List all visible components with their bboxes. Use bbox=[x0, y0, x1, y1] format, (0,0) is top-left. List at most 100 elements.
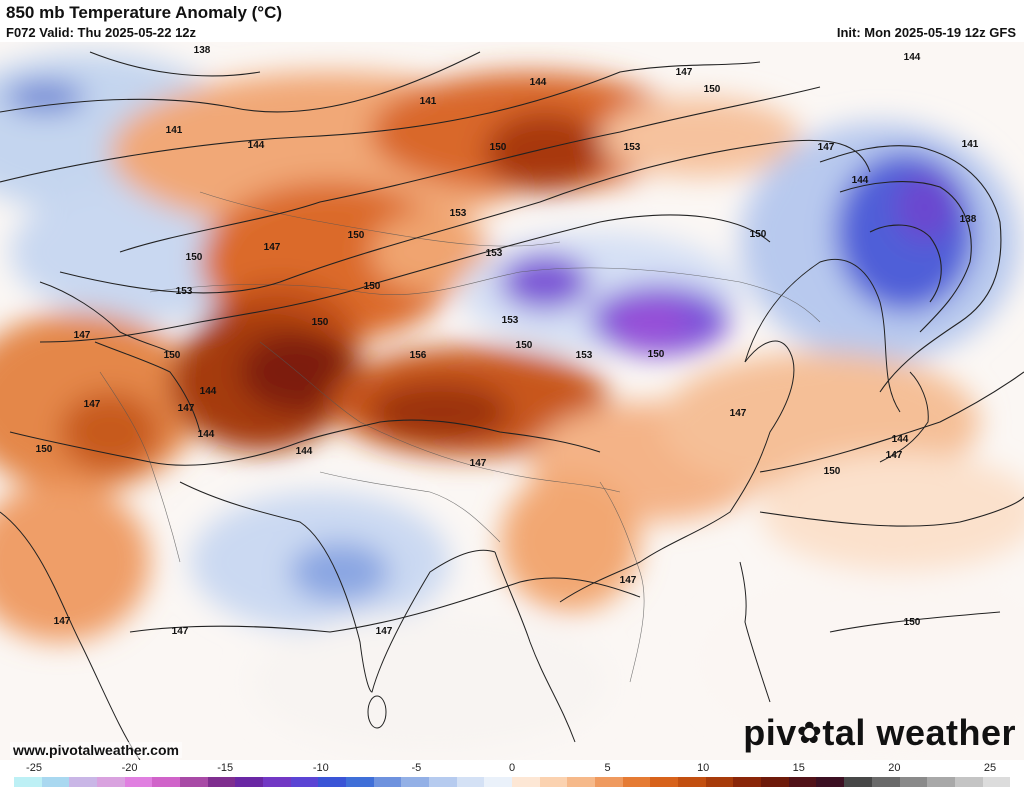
contour-label: 150 bbox=[186, 252, 203, 263]
colorbar-swatch bbox=[97, 777, 125, 787]
colorbar-tick-label: 15 bbox=[792, 762, 805, 774]
colorbar: -25 -20 -15 -10 -5 0 5 10 15 20 25 bbox=[0, 760, 1024, 791]
map-canvas: 138 141 141 144 147 150 144 150 153 147 … bbox=[0, 42, 1024, 760]
contour-label: 150 bbox=[904, 617, 921, 628]
contour-label: 153 bbox=[576, 350, 593, 361]
contour-label: 141 bbox=[166, 125, 183, 136]
contour-label: 144 bbox=[198, 429, 215, 440]
colorbar-swatch bbox=[41, 777, 70, 787]
colorbar-swatch bbox=[235, 777, 264, 787]
contour-label: 150 bbox=[704, 84, 721, 95]
colorbar-swatch bbox=[567, 777, 596, 787]
colorbar-tick-label: 0 bbox=[508, 762, 516, 774]
contour-label: 147 bbox=[620, 575, 637, 586]
contour-label: 147 bbox=[264, 242, 281, 253]
contour-label: 156 bbox=[410, 350, 427, 361]
contour-label: 153 bbox=[450, 208, 467, 219]
map-title: 850 mb Temperature Anomaly (°C) bbox=[6, 3, 283, 22]
colorbar-swatch bbox=[982, 777, 1011, 787]
colorbar-tick-label: -10 bbox=[312, 762, 329, 774]
colorbar-swatch bbox=[539, 777, 568, 787]
contour-label: 147 bbox=[74, 330, 91, 341]
contour-label: 153 bbox=[502, 315, 519, 326]
contour-label: 141 bbox=[420, 96, 437, 107]
colorbar-swatch bbox=[871, 777, 900, 787]
model-init-time: Init: Mon 2025-05-19 12z GFS bbox=[836, 25, 1016, 40]
colorbar-tick-label: 5 bbox=[604, 762, 611, 774]
colorbar-swatch bbox=[512, 777, 540, 787]
contour-label: 150 bbox=[824, 466, 841, 477]
contour-label: 144 bbox=[892, 434, 909, 445]
contour-label: 150 bbox=[364, 281, 381, 292]
contour-label: 147 bbox=[886, 450, 903, 461]
contour-label: 150 bbox=[750, 229, 767, 240]
height-contours bbox=[0, 51, 1024, 633]
colorbar-swatch bbox=[761, 777, 789, 787]
colorbar-tick-label: -20 bbox=[121, 762, 138, 774]
brand-text-right: tal weather bbox=[822, 712, 1016, 753]
contour-label: 150 bbox=[348, 230, 365, 241]
contour-label: 144 bbox=[904, 52, 921, 63]
contour-label: 144 bbox=[530, 77, 547, 88]
contour-label: 147 bbox=[54, 616, 71, 627]
colorbar-swatch bbox=[927, 777, 955, 787]
contour-label: 150 bbox=[648, 349, 665, 360]
contour-label: 147 bbox=[730, 408, 747, 419]
contour-label: 147 bbox=[470, 458, 487, 469]
colorbar-swatch bbox=[622, 777, 651, 787]
colorbar-swatch bbox=[484, 777, 513, 787]
colorbar-ticks: -25 -20 -15 -10 -5 0 5 10 15 20 25 bbox=[0, 762, 1024, 776]
colorbar-swatch bbox=[650, 777, 679, 787]
colorbar-tick-label: -25 bbox=[26, 762, 42, 774]
contour-label: 153 bbox=[624, 142, 641, 153]
colorbar-swatch bbox=[346, 777, 374, 787]
contour-label: 144 bbox=[296, 446, 313, 457]
contour-label: 147 bbox=[376, 626, 393, 637]
colorbar-swatch bbox=[152, 777, 181, 787]
contour-label: 150 bbox=[36, 444, 53, 455]
colorbar-swatch bbox=[456, 777, 485, 787]
contour-label: 150 bbox=[490, 142, 507, 153]
contour-label: 147 bbox=[818, 142, 835, 153]
colorbar-swatch bbox=[844, 777, 872, 787]
contour-label: 150 bbox=[164, 350, 181, 361]
colorbar-swatch bbox=[401, 777, 430, 787]
colorbar-swatch bbox=[263, 777, 291, 787]
colorbar-swatch bbox=[788, 777, 817, 787]
contour-label: 141 bbox=[962, 139, 979, 150]
gear-icon: ✿ bbox=[796, 717, 823, 750]
site-url[interactable]: www.pivotalweather.com bbox=[10, 742, 182, 758]
colorbar-swatch bbox=[290, 777, 319, 787]
colorbar-swatch bbox=[207, 777, 236, 787]
colorbar-swatch bbox=[816, 777, 845, 787]
colorbar-swatch bbox=[124, 777, 153, 787]
colorbar-swatches bbox=[14, 777, 1011, 787]
anomaly-shading bbox=[0, 52, 1024, 752]
forecast-valid-time: F072 Valid: Thu 2025-05-22 12z bbox=[6, 25, 197, 40]
contour-label: 138 bbox=[960, 214, 977, 225]
colorbar-swatch bbox=[954, 777, 983, 787]
colorbar-swatch bbox=[373, 777, 402, 787]
contour-label: 144 bbox=[248, 140, 265, 151]
contour-label: 153 bbox=[486, 248, 503, 259]
contour-label-group: 138 141 141 144 147 150 144 150 153 147 … bbox=[36, 45, 979, 637]
colorbar-swatch bbox=[14, 777, 42, 787]
contour-label: 153 bbox=[176, 286, 193, 297]
anomaly-map: 138 141 141 144 147 150 144 150 153 147 … bbox=[0, 42, 1024, 760]
map-header: 850 mb Temperature Anomaly (°C) F072 Val… bbox=[0, 0, 1024, 42]
colorbar-swatch bbox=[595, 777, 623, 787]
brand-logo: piv✿tal weather bbox=[743, 712, 1016, 754]
colorbar-tick-label: -5 bbox=[411, 762, 422, 774]
contour-label: 138 bbox=[194, 45, 211, 56]
colorbar-tick-label: -15 bbox=[217, 762, 234, 774]
colorbar-tick-label: 10 bbox=[697, 762, 710, 774]
brand-text-left: piv bbox=[743, 712, 797, 753]
colorbar-swatch bbox=[678, 777, 706, 787]
contour-label: 150 bbox=[312, 317, 329, 328]
contour-label: 147 bbox=[172, 626, 189, 637]
contour-label: 144 bbox=[200, 386, 217, 397]
contour-label: 144 bbox=[852, 175, 869, 186]
contour-label: 147 bbox=[84, 399, 101, 410]
coastlines bbox=[0, 258, 929, 760]
colorbar-swatch bbox=[733, 777, 762, 787]
